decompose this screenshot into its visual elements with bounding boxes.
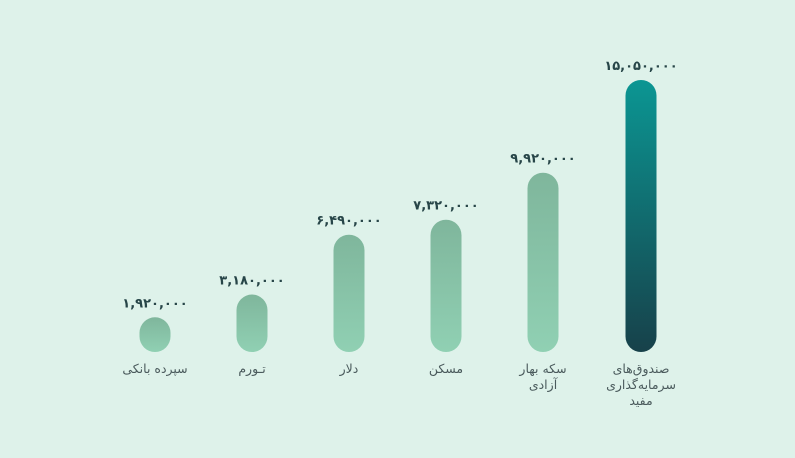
value-label-6: ۱۵,۰۵۰,۰۰۰ <box>604 59 677 74</box>
bar-3 <box>333 234 365 352</box>
bars-group <box>139 80 657 352</box>
category-label-4: مسکن <box>429 361 463 377</box>
value-label-3: ۶,۴۹۰,۰۰۰ <box>316 214 381 229</box>
category-label-2: تـورم <box>238 361 266 377</box>
category-label-3: دلار <box>339 361 359 377</box>
bar-6 <box>625 80 657 352</box>
value-label-4: ۷,۳۲۰,۰۰۰ <box>413 199 478 214</box>
category-label-line: مفید <box>629 393 652 408</box>
category-label-line: آزادی <box>529 377 558 393</box>
category-label-1: سپرده بانکی <box>122 361 187 377</box>
value-label-5: ۹,۹۲۰,۰۰۰ <box>510 152 575 167</box>
category-label-line: تـورم <box>238 361 266 377</box>
category-label-line: سکه بهار <box>518 361 566 377</box>
category-label-line: مسکن <box>429 361 463 377</box>
category-label-line: صندوق‌های <box>613 361 670 377</box>
bar-1 <box>139 317 171 352</box>
value-label-1: ۱,۹۲۰,۰۰۰ <box>122 296 187 311</box>
category-label-line: دلار <box>339 361 359 377</box>
category-label-6: صندوق‌های سرمایه‌گذاری مفید <box>606 361 676 408</box>
bar-5 <box>527 172 559 352</box>
category-label-5: سکه بهار آزادی <box>518 361 566 393</box>
category-labels-group: سپرده بانکی تـورم دلار مسکن سکه بهار آزادی صند… <box>122 361 676 408</box>
category-label-line: سرمایه‌گذاری <box>606 377 676 393</box>
category-label-line: سپرده بانکی <box>122 361 187 377</box>
value-label-2: ۳,۱۸۰,۰۰۰ <box>219 274 284 289</box>
bar-2 <box>236 294 268 352</box>
value-labels-group: ۱,۹۲۰,۰۰۰ ۳,۱۸۰,۰۰۰ ۶,۴۹۰,۰۰۰ ۷,۳۲۰,۰۰۰ ۹,۹۲… <box>122 59 677 311</box>
bar-4 <box>430 219 462 352</box>
